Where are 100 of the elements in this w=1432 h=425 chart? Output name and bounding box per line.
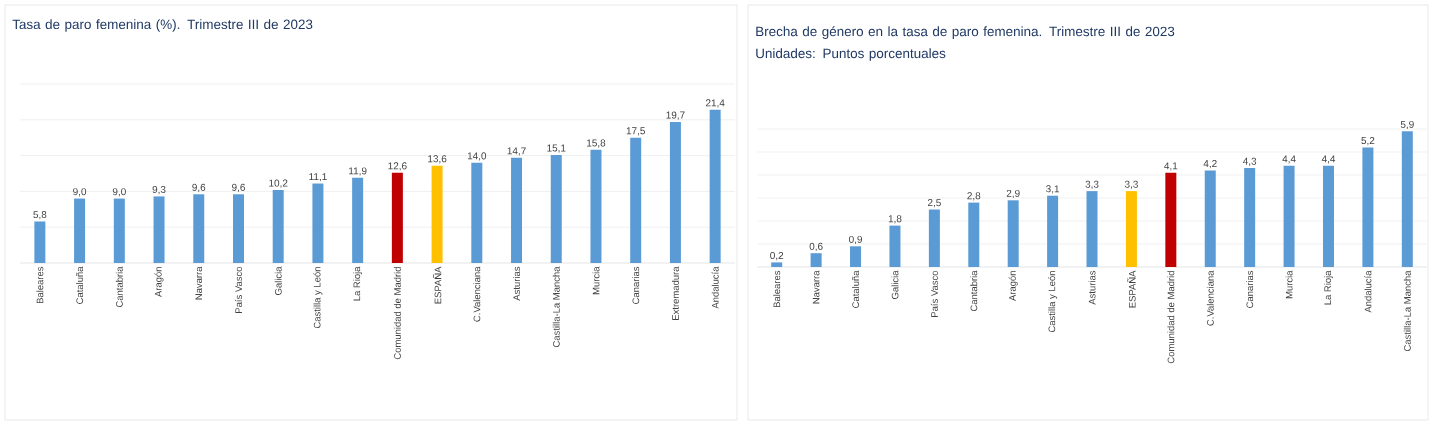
x-tick-label: La Rioja [1324,270,1333,305]
data-label: 13,6 [428,155,447,164]
x-tick-label: Murcia [1285,270,1293,299]
data-label: 0,2 [770,251,784,261]
bar [1362,147,1374,267]
bar [312,183,324,263]
data-label: 10,2 [269,179,288,188]
data-label: 15,1 [547,144,566,153]
data-label: 9,6 [192,183,206,193]
x-tick-label: País Vasco [234,266,243,313]
x-tick-label: Castilla-La Mancha [552,266,560,348]
x-tick-label: Asturias [513,266,521,301]
data-label: 19,7 [666,111,685,120]
data-label: 0,6 [809,242,823,252]
bar [889,225,901,267]
data-label: 9,0 [112,188,126,197]
bar [850,246,862,267]
data-label: 11,1 [309,173,327,182]
data-label: 2,5 [927,199,941,208]
x-tick-label: Cantabria [970,270,978,312]
x-tick-label: Castilla y León [313,267,323,329]
bar [1007,200,1019,267]
x-tick-label: Galicia [891,270,899,299]
data-label: 21,4 [705,99,725,108]
data-label: 14,0 [467,152,487,161]
data-label: 17,5 [626,127,645,136]
x-tick-label: C.Valenciana [1206,270,1214,326]
data-label: 4,1 [1164,162,1178,171]
bar [630,137,642,263]
bar [193,194,205,263]
x-tick-label: Asturias [1088,270,1096,305]
chart-title: Tasa de paro femenina (%). Trimestre III de 2023 [12,19,313,32]
bar [590,149,602,263]
bar [968,202,980,267]
x-tick-label: Extremadura [671,266,679,320]
x-tick-label: País Vasco [930,270,938,317]
bar [771,262,783,267]
bar [1204,170,1216,267]
bar [550,154,562,263]
data-label: 5,8 [33,211,47,220]
x-tick-label: Canarias [632,266,640,304]
chart-subtitle: Unidades: Puntos porcentuales [756,48,946,61]
bar [810,253,822,267]
bar [1244,168,1256,267]
x-tick-label: Comunidad de Madrid [1167,271,1175,364]
data-label: 15,8 [587,139,606,148]
data-label: 4,2 [1203,159,1217,169]
data-label: 4,3 [1242,157,1257,166]
bar [511,157,523,263]
x-tick-label: ESPAÑA [432,266,442,304]
data-label: 9,3 [152,185,166,195]
x-tick-label: Andalucía [1364,270,1372,313]
bar [1322,165,1334,267]
bar [153,196,165,263]
x-tick-label: Comunidad de Madrid [393,267,401,360]
x-tick-label: Baleares [36,266,44,304]
x-tick-label: La Rioja [353,266,363,301]
data-label: 9,0 [73,188,87,197]
data-label: 3,1 [1046,185,1060,194]
data-label: 11,9 [349,167,367,176]
x-tick-label: Aragón [154,267,164,298]
x-tick-label: Cataluña [852,270,860,308]
data-label: 3,3 [1124,180,1138,189]
data-label: 5,9 [1400,120,1414,130]
x-tick-label: Castilla y León [1048,271,1058,333]
data-label: 9,6 [232,183,245,193]
bar [1401,131,1413,267]
data-label: 14,7 [507,147,526,156]
bar [34,221,46,263]
chart-title: Brecha de género en la tasa de paro femenina. Trimestre III de 2023 [756,26,1175,39]
x-tick-label: C.Valenciana [473,266,481,322]
bar [1086,191,1098,267]
x-tick-label: Castilla-La Mancha [1403,270,1411,352]
bar [669,121,681,263]
bar [1165,172,1177,267]
data-label: 4,4 [1321,155,1336,164]
bar [352,177,364,263]
data-label: 0,9 [849,235,862,245]
x-tick-label: Canarias [1246,270,1254,308]
x-tick-label: Baleares [773,270,781,308]
bar [113,198,125,263]
data-label: 5,2 [1361,136,1375,146]
bar [74,198,86,263]
data-label: 4,4 [1282,155,1296,164]
data-label: 3,3 [1085,180,1099,189]
bar [391,172,403,263]
bar [709,109,721,263]
bar [431,165,443,263]
bar [1283,165,1295,267]
x-tick-label: Cantabria [115,266,123,308]
x-tick-label: Murcia [592,266,600,295]
x-tick-label: Navarra [195,266,203,300]
bar [928,209,940,267]
bar [1125,191,1137,267]
x-tick-label: Aragón [1008,271,1018,302]
x-tick-label: Galicia [274,266,282,295]
x-tick-label: Andalucía [711,266,719,309]
bar [232,194,244,263]
data-label: 2,9 [1006,189,1020,199]
bar [1047,195,1059,267]
